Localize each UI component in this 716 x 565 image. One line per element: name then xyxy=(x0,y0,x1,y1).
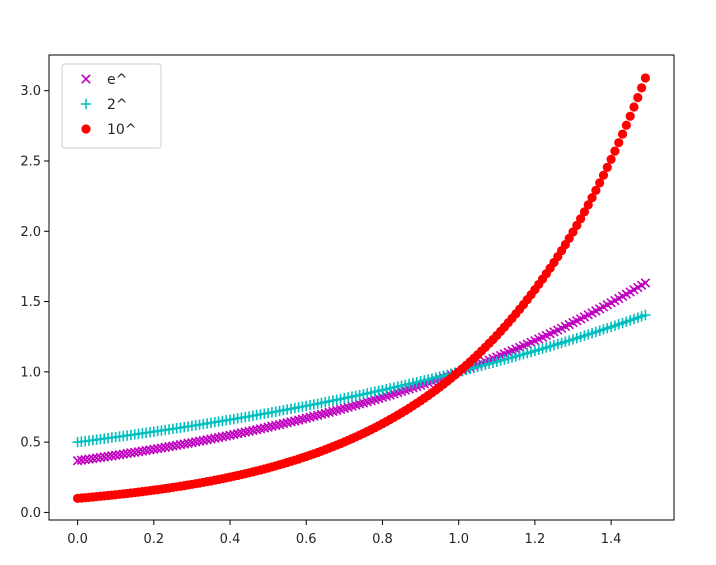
data-point xyxy=(156,443,167,453)
series-layer xyxy=(72,73,651,503)
data-point xyxy=(80,454,90,465)
data-point xyxy=(152,443,163,454)
data-point xyxy=(598,170,609,180)
data-point xyxy=(640,309,651,321)
data-point xyxy=(137,446,148,456)
axis-layer: 0.0 0.2 0.4 0.6 0.8 1.0 1.2 1.4 0.0 0.5 1.0 1.5 2.0 2… xyxy=(20,54,675,547)
x-tick-label: 0.6 xyxy=(296,532,317,547)
x-tick-label: 1.4 xyxy=(601,532,622,547)
data-point xyxy=(602,162,612,172)
data-point xyxy=(103,451,113,462)
data-point xyxy=(160,442,171,453)
y-tick-label: 3.0 xyxy=(20,84,41,99)
data-point xyxy=(637,83,647,93)
data-point xyxy=(88,453,98,464)
y-tick-label: 2.5 xyxy=(20,154,41,169)
x-tick-label: 0.4 xyxy=(220,532,241,547)
legend-label: 2^ xyxy=(107,97,128,113)
series-1 xyxy=(72,309,651,448)
legend-marker xyxy=(81,124,91,134)
data-point xyxy=(591,185,601,195)
legend-marker xyxy=(81,74,91,84)
data-point xyxy=(107,451,117,461)
data-point xyxy=(110,450,121,461)
x-tick-label: 1.2 xyxy=(525,532,546,547)
data-point xyxy=(76,455,87,465)
legend-marker xyxy=(80,98,92,110)
y-tick-label: 1.5 xyxy=(20,295,41,310)
legend: e^ 2^ 10^ xyxy=(61,63,162,149)
data-point xyxy=(640,278,651,288)
data-point xyxy=(84,454,94,464)
data-point xyxy=(583,200,593,210)
y-tick-label: 1.0 xyxy=(20,365,41,380)
data-point xyxy=(141,445,151,456)
data-point xyxy=(133,446,144,457)
y-tick-label: 2.0 xyxy=(20,225,41,240)
data-point xyxy=(91,453,102,463)
data-point xyxy=(625,111,635,121)
data-point xyxy=(640,73,651,83)
data-point xyxy=(587,193,597,203)
data-point xyxy=(614,138,624,148)
legend-label: e^ xyxy=(107,72,127,88)
data-point xyxy=(606,154,616,164)
data-point xyxy=(145,445,155,455)
x-tick-label: 0.2 xyxy=(143,532,164,547)
series-2 xyxy=(72,73,651,503)
data-point xyxy=(633,92,643,103)
data-point xyxy=(617,129,628,139)
data-point xyxy=(149,444,159,455)
data-point xyxy=(579,207,590,217)
y-tick-label: 0.5 xyxy=(20,436,41,451)
data-point xyxy=(610,146,620,156)
data-point xyxy=(629,102,639,112)
data-point xyxy=(72,455,83,466)
data-point xyxy=(129,447,140,458)
x-tick-label: 0.8 xyxy=(372,532,393,547)
data-point xyxy=(114,449,125,460)
data-point xyxy=(572,220,582,231)
data-point xyxy=(576,214,586,224)
y-tick-label: 0.0 xyxy=(20,506,41,521)
data-point xyxy=(99,452,110,462)
axes-frame xyxy=(48,54,675,521)
data-point xyxy=(118,449,129,459)
data-point xyxy=(595,178,605,188)
x-tick-label: 0.0 xyxy=(67,532,88,547)
legend-label: 10^ xyxy=(107,122,137,138)
series-0 xyxy=(72,278,651,466)
x-tick-label: 1.0 xyxy=(448,532,469,547)
data-point xyxy=(621,120,631,130)
data-point xyxy=(126,448,136,458)
data-point xyxy=(95,452,106,463)
data-point xyxy=(122,448,132,459)
